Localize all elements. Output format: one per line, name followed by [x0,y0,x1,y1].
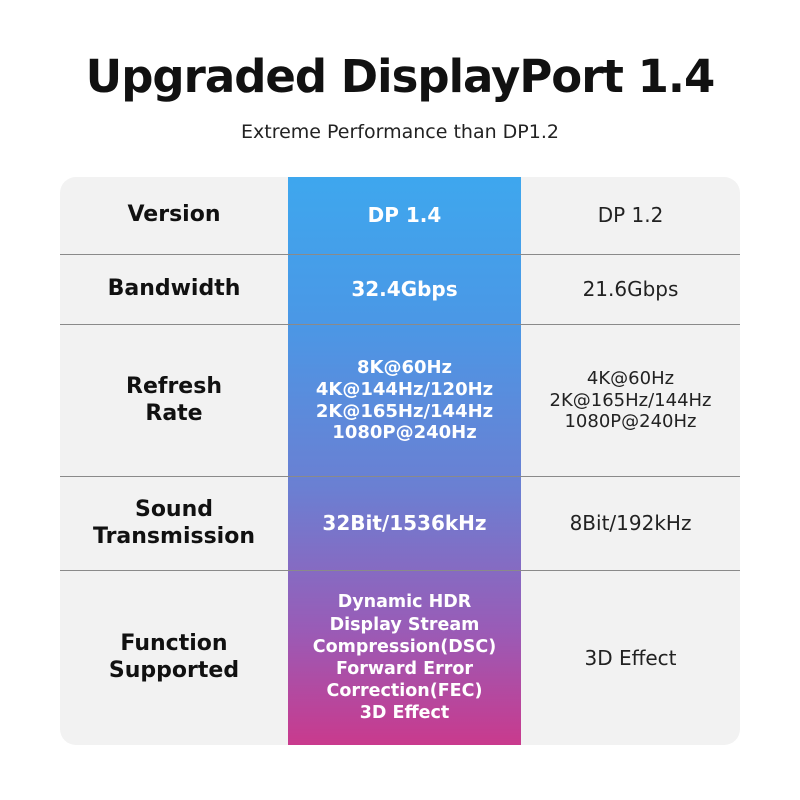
table-row-sound-transmission: Sound Transmission 32Bit/1536kHz 8Bit/19… [60,477,740,571]
dp12-value: 4K@60Hz 2K@165Hz/144Hz 1080P@240Hz [549,367,712,433]
dp14-value: 8K@60Hz 4K@144Hz/120Hz 2K@165Hz/144Hz 10… [315,356,494,444]
dp12-value: DP 1.2 [597,203,664,228]
table-row-function-supported: Function Supported Dynamic HDR Display S… [60,571,740,745]
dp14-highlight-column [288,177,521,745]
row-label: Sound Transmission [92,496,255,549]
row-label: Version [127,202,221,228]
comparison-table: Version DP 1.4 DP 1.2 Bandwidth 32.4Gbps… [60,177,740,745]
dp14-value: Dynamic HDR Display Stream Compression(D… [312,592,497,724]
dp14-value: 32Bit/1536kHz [322,511,487,536]
table-row-bandwidth: Bandwidth 32.4Gbps 21.6Gbps [60,255,740,325]
row-label: Refresh Rate [126,373,222,426]
row-label: Bandwidth [107,276,241,302]
table-row-version: Version DP 1.4 DP 1.2 [60,177,740,255]
page-title: Upgraded DisplayPort 1.4 [85,50,716,103]
dp12-value: 8Bit/192kHz [569,511,692,536]
dp14-value: 32.4Gbps [351,277,458,302]
dp14-value: DP 1.4 [367,203,442,228]
page-subtitle: Extreme Performance than DP1.2 [241,121,559,143]
dp12-value: 3D Effect [584,645,677,670]
row-label: Function Supported [108,631,240,683]
dp12-value: 21.6Gbps [582,277,679,302]
table-row-refresh-rate: Refresh Rate 8K@60Hz 4K@144Hz/120Hz 2K@1… [60,325,740,477]
